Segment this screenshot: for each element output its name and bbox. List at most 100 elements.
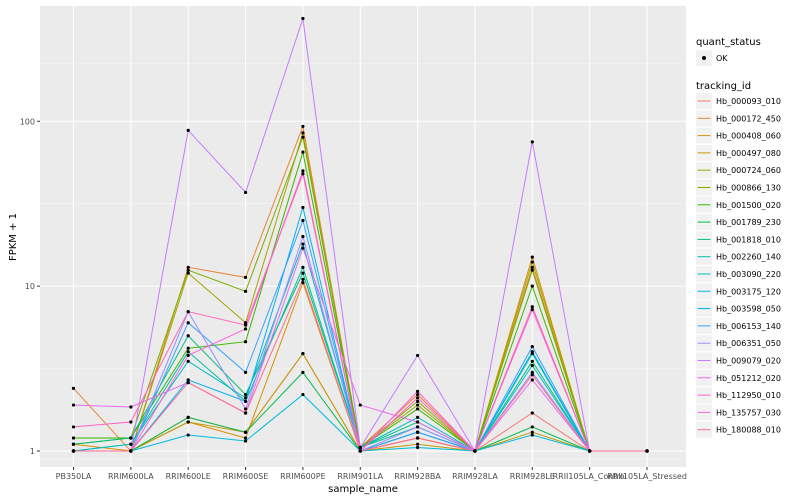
data-point bbox=[71, 386, 76, 390]
legend-label: Hb_000497_080 bbox=[716, 149, 781, 158]
data-point bbox=[530, 378, 534, 382]
data-point bbox=[301, 150, 305, 154]
data-point bbox=[301, 172, 305, 176]
data-point bbox=[530, 265, 534, 269]
data-point bbox=[243, 407, 248, 411]
data-point bbox=[186, 321, 190, 325]
legend-label: Hb_000408_060 bbox=[716, 132, 781, 141]
legend-label: Hb_112950_010 bbox=[716, 391, 781, 400]
quant-legend-dot bbox=[702, 56, 706, 60]
data-point bbox=[301, 131, 305, 135]
legend-label: Hb_001500_020 bbox=[716, 201, 781, 210]
data-point bbox=[301, 351, 305, 356]
legend-label: Hb_002260_140 bbox=[716, 253, 781, 262]
data-point bbox=[416, 415, 420, 419]
x-tick-label: RRIM600LA bbox=[108, 472, 154, 481]
data-point bbox=[243, 396, 248, 400]
x-tick-label: RRIM600SE bbox=[223, 472, 269, 481]
data-point bbox=[186, 378, 190, 382]
data-point bbox=[416, 396, 420, 400]
data-point bbox=[186, 334, 190, 338]
x-tick-label: RRIM928LE bbox=[510, 472, 555, 481]
data-point bbox=[530, 255, 534, 259]
data-point bbox=[186, 128, 190, 133]
data-point bbox=[416, 445, 420, 450]
data-point bbox=[186, 350, 190, 354]
quant-legend-title: quant_status bbox=[696, 37, 761, 48]
data-point bbox=[129, 449, 133, 453]
data-point bbox=[530, 425, 534, 429]
data-point bbox=[186, 380, 190, 385]
legend-label: Hb_003090_220 bbox=[716, 270, 781, 279]
data-point bbox=[71, 436, 76, 440]
data-point bbox=[71, 449, 76, 453]
x-tick-label: RRII105LA_Control bbox=[553, 472, 627, 481]
data-point bbox=[301, 265, 305, 269]
data-point bbox=[301, 16, 305, 21]
data-point bbox=[301, 370, 305, 374]
data-point bbox=[186, 359, 190, 363]
data-point bbox=[530, 433, 534, 437]
data-point bbox=[243, 436, 248, 440]
data-point bbox=[243, 411, 248, 415]
data-point bbox=[358, 449, 362, 453]
data-point bbox=[530, 344, 534, 349]
data-point bbox=[243, 430, 248, 434]
x-tick-label: RRIM600PE bbox=[280, 472, 326, 481]
data-point bbox=[416, 436, 420, 440]
data-point bbox=[530, 308, 534, 312]
panel-background bbox=[40, 6, 686, 467]
data-point bbox=[243, 399, 248, 403]
data-point bbox=[301, 205, 305, 210]
data-point bbox=[243, 340, 248, 344]
data-point bbox=[129, 420, 133, 424]
data-point bbox=[301, 135, 305, 139]
data-point bbox=[186, 420, 190, 424]
x-tick-label: RRIM600LE bbox=[166, 472, 211, 481]
data-point bbox=[186, 310, 190, 314]
data-point bbox=[416, 389, 420, 393]
legend-label: Hb_006351_050 bbox=[716, 339, 781, 348]
data-point bbox=[301, 281, 305, 285]
x-tick-label: RRIM928LA bbox=[452, 472, 498, 481]
legend-label: Hb_003598_050 bbox=[716, 305, 781, 314]
data-point bbox=[186, 433, 190, 437]
data-point bbox=[243, 321, 248, 325]
data-point bbox=[416, 392, 420, 397]
data-point bbox=[129, 405, 133, 409]
data-point bbox=[530, 260, 534, 264]
data-point bbox=[416, 399, 420, 403]
legend-label: Hb_000093_010 bbox=[716, 97, 781, 106]
data-point bbox=[416, 353, 420, 358]
x-tick-label: RRIM928BA bbox=[394, 472, 441, 481]
x-tick-label: RRII105LA_Stressed bbox=[607, 472, 687, 481]
legend-label: Hb_001818_010 bbox=[716, 235, 781, 244]
data-point bbox=[243, 327, 248, 331]
x-axis-title: sample_name bbox=[328, 484, 398, 495]
y-tick-label: 100 bbox=[20, 117, 35, 126]
legend-label: Hb_006153_140 bbox=[716, 322, 781, 331]
data-point bbox=[243, 439, 248, 443]
legend: quant_status OK tracking_id Hb_000093_01… bbox=[696, 37, 781, 438]
data-point bbox=[129, 436, 133, 440]
data-point bbox=[71, 442, 76, 446]
data-point bbox=[71, 403, 76, 407]
data-point bbox=[588, 449, 592, 453]
data-point bbox=[301, 277, 305, 281]
data-point bbox=[243, 392, 248, 397]
data-point bbox=[530, 268, 534, 272]
legend-label: Hb_000866_130 bbox=[716, 184, 781, 193]
data-point bbox=[530, 350, 534, 354]
data-point bbox=[530, 284, 534, 288]
y-axis: 1 10 100 bbox=[20, 117, 40, 456]
data-point bbox=[416, 407, 420, 411]
data-point bbox=[530, 140, 534, 144]
legend-label: Hb_000724_060 bbox=[716, 166, 781, 175]
data-point bbox=[186, 265, 190, 269]
quant-legend-label: OK bbox=[716, 54, 728, 63]
data-point bbox=[530, 370, 534, 374]
legend-label: Hb_180088_010 bbox=[716, 426, 781, 435]
data-point bbox=[301, 392, 305, 397]
data-point bbox=[129, 442, 133, 446]
